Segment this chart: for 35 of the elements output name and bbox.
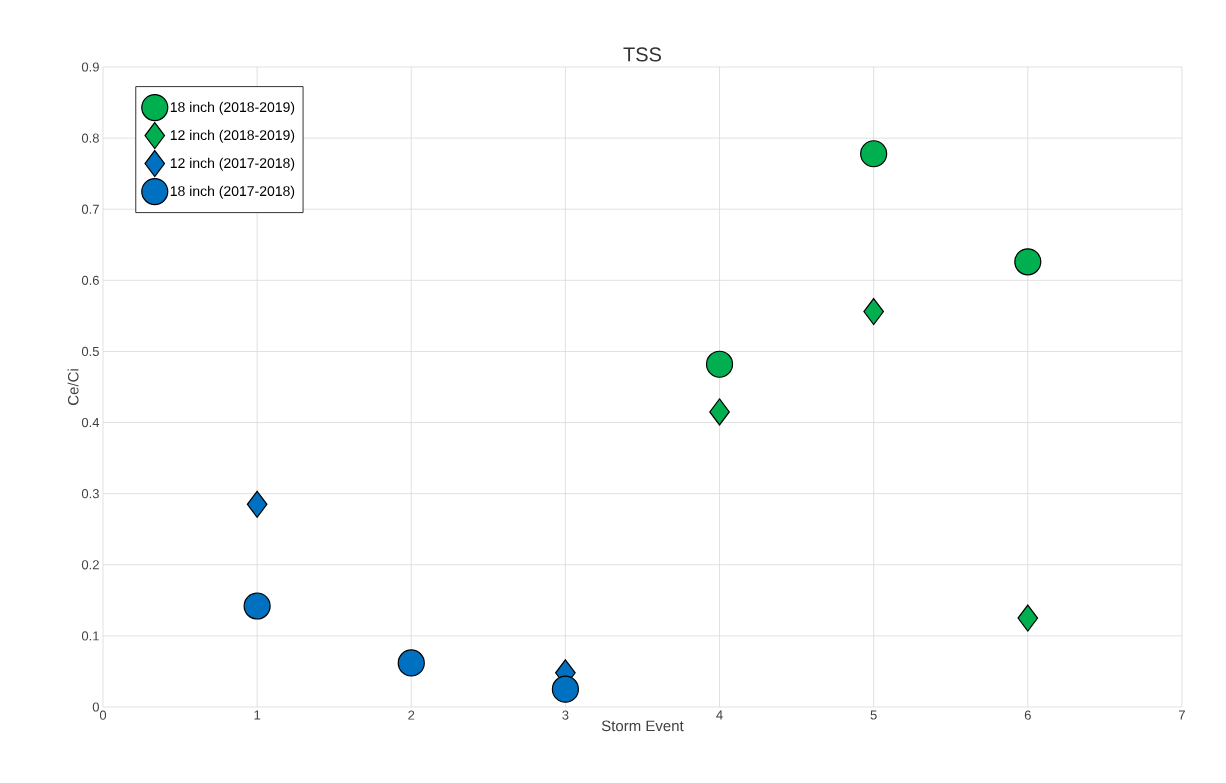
y-tick-label: 0.3	[81, 489, 99, 499]
point	[397, 649, 425, 677]
point	[551, 675, 579, 703]
chart-title: TSS	[623, 47, 661, 62]
x-tick-label: 6	[1024, 710, 1031, 720]
y-tick-label: 0.4	[81, 417, 100, 428]
legend-label: 18 inch (2017-2018)	[170, 185, 295, 199]
x-tick-label: 5	[870, 710, 877, 720]
x-tick-label: 1	[254, 710, 261, 720]
legend-label: 18 inch (2018-2019)	[170, 101, 295, 115]
point	[860, 140, 888, 168]
x-tick-label: 3	[562, 710, 569, 720]
x-axis-title: Storm Event	[601, 720, 684, 732]
point	[863, 298, 885, 326]
legend-label: 12 inch (2017-2018)	[170, 157, 295, 171]
y-tick-label: 0.7	[81, 204, 99, 214]
y-tick-label: 0.1	[81, 631, 99, 641]
y-tick-label: 0.6	[81, 275, 99, 285]
legend-label: 12 inch (2018-2019)	[170, 129, 295, 143]
x-tick-label: 7	[1178, 710, 1185, 720]
x-tick-label: 0	[99, 710, 107, 720]
x-tick-label: 4	[716, 710, 723, 720]
point	[1014, 248, 1042, 276]
y-tick-label: 0.5	[81, 346, 99, 357]
y-tick-label: 0.9	[81, 62, 99, 72]
y-tick-label: 0.2	[81, 560, 99, 570]
point	[246, 490, 268, 518]
point	[705, 350, 734, 378]
y-tick-label: 0.8	[81, 133, 99, 143]
x-tick-label: 2	[408, 710, 415, 720]
y-axis-title: Ce/Ci	[67, 369, 79, 405]
point	[709, 398, 730, 426]
y-tick-label: 0	[92, 702, 99, 712]
point	[1017, 604, 1039, 632]
point	[243, 592, 271, 620]
